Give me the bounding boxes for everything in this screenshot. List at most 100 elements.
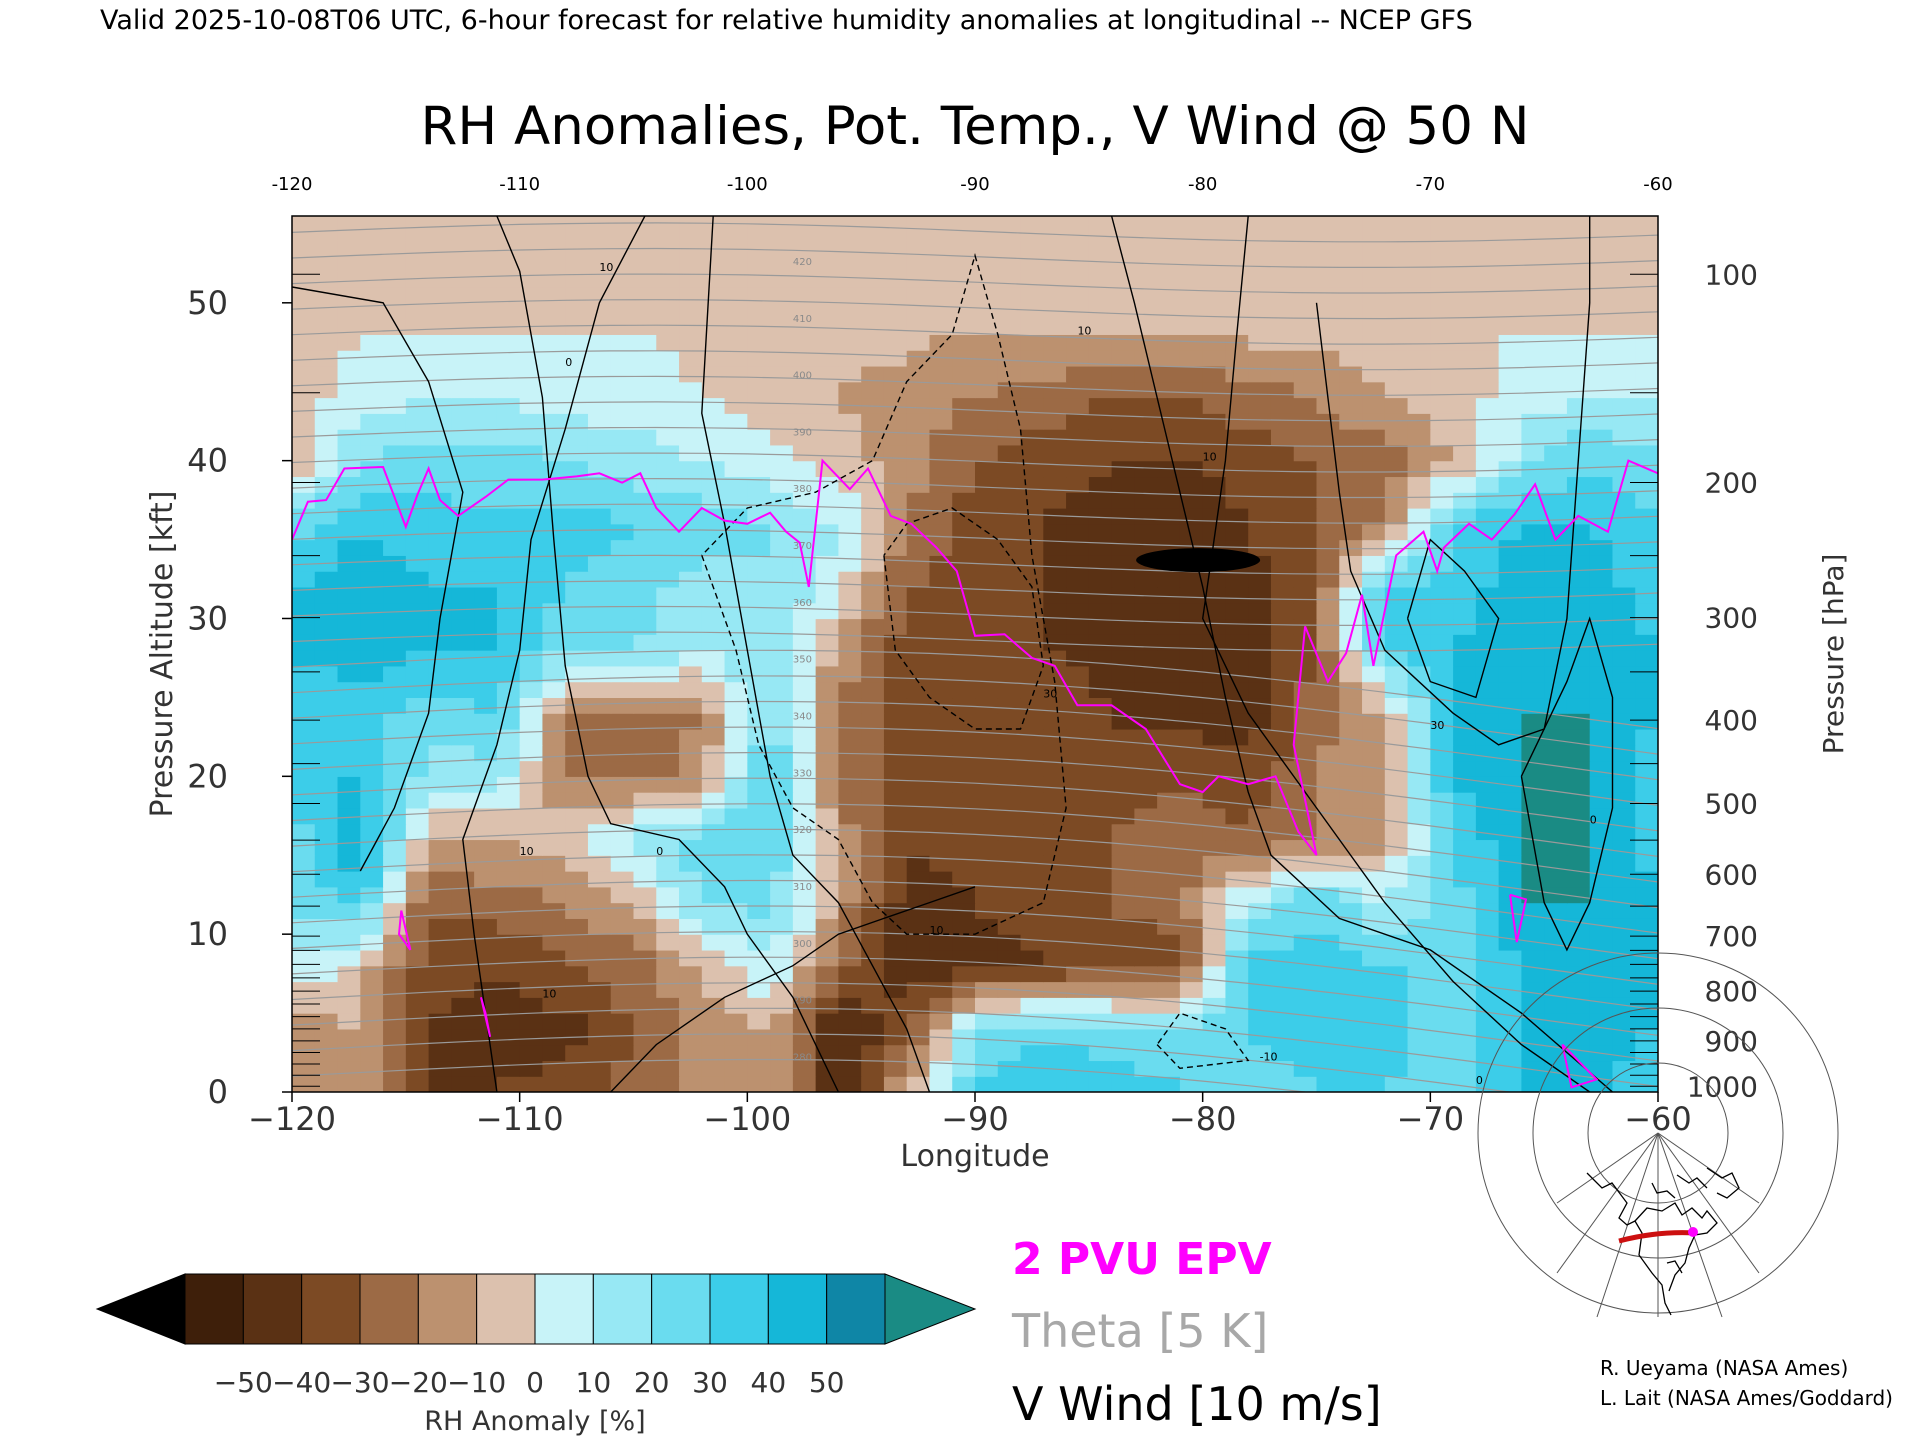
rh-cell	[1248, 918, 1272, 935]
rh-cell	[883, 871, 908, 888]
rh-cell	[792, 302, 817, 320]
rh-cell	[679, 650, 703, 667]
rh-cell	[1384, 271, 1409, 288]
rh-cell	[1362, 523, 1386, 541]
rh-cell	[474, 792, 498, 809]
rh-cell	[1339, 697, 1363, 714]
rh-cell	[1612, 744, 1636, 762]
rh-cell	[1407, 586, 1431, 604]
rh-cell	[1498, 223, 1522, 241]
rh-cell	[747, 555, 771, 572]
rh-cell	[496, 271, 521, 288]
colorbar-swatch	[184, 1273, 244, 1345]
theta-contour	[292, 401, 1658, 422]
rh-cell	[997, 997, 1022, 1014]
rh-cell	[929, 287, 953, 304]
rh-cell	[474, 744, 498, 762]
rh-cell	[1635, 539, 1658, 556]
rh-cell	[679, 318, 703, 335]
rh-cell	[906, 1013, 931, 1030]
rh-cell	[565, 429, 589, 446]
rh-cell	[314, 239, 339, 257]
rh-cell	[1293, 1076, 1318, 1092]
rh-cell	[1179, 839, 1204, 856]
rh-cell	[405, 287, 430, 304]
rh-cell	[1521, 239, 1545, 257]
rh-cell	[952, 381, 976, 399]
rh-cell	[1339, 1060, 1363, 1077]
rh-cell	[1362, 287, 1386, 304]
epv-blob	[480, 997, 492, 1038]
rh-cell	[1179, 216, 1204, 225]
rh-cell	[1088, 871, 1113, 888]
rh-cell	[1088, 350, 1113, 367]
rh-cell	[975, 334, 999, 351]
rh-cell	[1134, 1013, 1158, 1030]
colorbar-swatch	[476, 1273, 536, 1345]
rh-cell	[1453, 318, 1477, 335]
rh-cell	[1111, 1060, 1135, 1077]
rh-cell	[1475, 476, 1500, 493]
rh-cell	[1066, 223, 1090, 241]
rh-cell	[1293, 902, 1318, 919]
rh-cell	[1225, 1044, 1249, 1062]
rh-cell	[1111, 523, 1135, 541]
rh-cell	[565, 697, 589, 714]
rh-cell	[1475, 365, 1500, 383]
rh-cell	[724, 981, 748, 998]
rh-cell	[428, 618, 452, 635]
rh-cell	[360, 602, 384, 620]
rh-cell	[815, 981, 839, 998]
rh-cell	[838, 302, 862, 320]
rh-cell	[997, 1013, 1022, 1030]
rh-cell	[1202, 965, 1227, 983]
rh-cell	[747, 271, 771, 288]
rh-cell	[292, 460, 316, 478]
rh-cell	[1134, 902, 1158, 919]
rh-cell	[610, 871, 635, 888]
rh-cell	[1498, 871, 1522, 888]
rh-cell	[1134, 1044, 1158, 1062]
rh-cell	[679, 216, 703, 225]
rh-cell	[1566, 216, 1591, 225]
rh-cell	[1566, 823, 1591, 841]
colorbar-swatch	[242, 1273, 303, 1345]
rh-cell	[428, 255, 452, 272]
rh-cell	[360, 792, 384, 809]
rh-cell	[1020, 555, 1044, 572]
rh-cell	[1453, 365, 1477, 383]
rh-cell	[1453, 918, 1477, 935]
rh-cell	[724, 492, 748, 509]
rh-cell	[747, 223, 771, 241]
rh-cell	[292, 855, 316, 872]
rh-cell	[1043, 429, 1067, 446]
rh-cell	[1430, 571, 1454, 588]
rh-cell	[861, 807, 885, 825]
rh-cell	[1430, 397, 1454, 414]
rh-cell	[815, 634, 839, 651]
theta-contour	[292, 956, 1658, 1036]
rh-cell	[1453, 634, 1477, 651]
rh-cell	[1612, 1060, 1636, 1077]
rh-cell	[1635, 523, 1658, 541]
rh-cell	[1088, 302, 1113, 320]
rh-cell	[1544, 350, 1568, 367]
rh-cell	[1521, 444, 1545, 462]
rh-cell	[1088, 934, 1113, 951]
rh-cell	[1566, 397, 1591, 414]
rh-cell	[883, 350, 908, 367]
rh-cell	[1384, 871, 1409, 888]
rh-cell	[383, 223, 407, 241]
rh-cell	[1020, 539, 1044, 556]
rh-cell	[679, 460, 703, 478]
rh-cell	[1612, 1076, 1636, 1092]
rh-cell	[747, 586, 771, 604]
rh-cell	[633, 586, 657, 604]
rh-cell	[906, 681, 931, 699]
rh-cell	[815, 350, 839, 367]
rh-cell	[542, 744, 566, 762]
theta-contour	[292, 879, 1658, 960]
rh-cell	[1043, 555, 1067, 572]
rh-cell	[838, 223, 862, 241]
rh-cell	[1088, 492, 1113, 509]
